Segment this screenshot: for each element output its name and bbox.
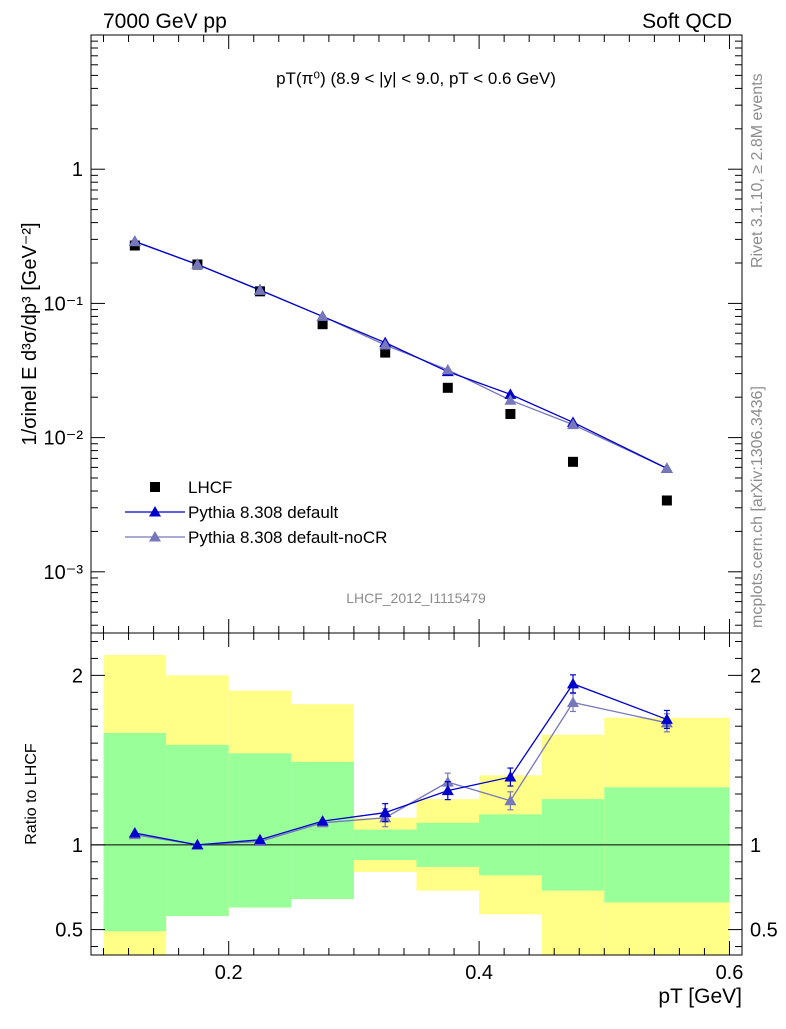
y-tick-label: 10⁻² (44, 428, 84, 450)
data-point-lhcf (442, 382, 453, 393)
ratio-marker-pythia-default (316, 815, 329, 826)
marker-pythia-nocr (316, 310, 329, 321)
ratio-marker-pythia-default (128, 826, 141, 838)
series-line-pythia-default (134, 240, 668, 469)
series-line-pythia-nocr (134, 241, 668, 469)
main-panel: pT(π⁰) (8.9 < |y| < 9.0, pT < 0.6 GeV) 1… (19, 34, 743, 634)
marker-pythia-nocr (504, 394, 517, 405)
legend: LHCF Pythia 8.308 default Pythia 8.308 def… (125, 478, 387, 547)
ratio-marker-pythia-nocr (504, 794, 517, 806)
data-point-lhcf (317, 319, 328, 330)
legend-label: Pythia 8.308 default (188, 503, 339, 522)
data-point-lhcf (567, 456, 578, 467)
marker-pythia-default (504, 388, 517, 399)
ratio-marker-pythia-default (566, 677, 579, 689)
marker-pythia-nocr (441, 363, 454, 375)
ratio-y-tick-label: 1 (72, 835, 83, 857)
data-point-lhcf (661, 495, 672, 506)
uncertainty-band-inner (291, 761, 354, 900)
marker-pythia-nocr (660, 462, 673, 473)
ratio-marker-pythia-nocr (566, 696, 579, 707)
legend-label: LHCF (188, 478, 232, 497)
header-right: Soft QCD (642, 10, 732, 33)
ratio-y-tick-label: 0.5 (55, 920, 83, 942)
ratio-marker-pythia-default (379, 806, 392, 818)
ratio-y-tick-label-right: 1 (750, 835, 761, 857)
x-tick-label: 0.2 (215, 962, 243, 984)
mcplots-label: mcplots.cern.ch [arXiv:1306.3436] (749, 386, 766, 628)
y-tick-label: 10⁻¹ (44, 293, 84, 315)
ratio-marker-pythia-default (441, 784, 454, 796)
legend-label: Pythia 8.308 default-noCR (188, 528, 387, 547)
y-tick-label: 10⁻³ (44, 562, 84, 584)
ratio-y-tick-label: 2 (72, 665, 83, 687)
x-tick-label: 0.6 (716, 962, 744, 984)
ratio-marker-pythia-default (254, 833, 267, 845)
x-tick-label: 0.4 (465, 962, 493, 984)
data-point-lhcf (380, 347, 391, 358)
header-left: 7000 GeV pp (103, 10, 227, 33)
ratio-marker-pythia-default (191, 838, 204, 850)
legend-marker-lhcf (150, 482, 160, 492)
watermark: LHCF_2012_I1115479 (346, 590, 486, 606)
main-title: pT(π⁰) (8.9 < |y| < 9.0, pT < 0.6 GeV) (276, 69, 556, 88)
y-tick-label: 1 (72, 159, 83, 181)
rivet-label: Rivet 3.1.10, ≥ 2.8M events (749, 73, 766, 268)
marker-pythia-nocr (191, 258, 204, 269)
main-ylabel: 1/σinel E d³σ/dp³ [GeV⁻²] (19, 222, 41, 445)
ratio-y-tick-label-right: 2 (750, 665, 761, 687)
marker-pythia-nocr (566, 418, 579, 430)
legend-marker-pythia-default (149, 506, 161, 517)
uncertainty-band-inner (166, 744, 229, 917)
x-axis-label: pT [GeV] (658, 985, 742, 1008)
legend-marker-pythia-nocr (149, 531, 161, 542)
ratio-y-tick-label-right: 0.5 (750, 920, 778, 942)
ratio-ylabel: Ratio to LHCF (23, 743, 40, 845)
marker-pythia-nocr (128, 235, 141, 247)
ratio-panel: Ratio to LHCF pT [GeV] 0.5 0.5 1 1 2 2 0.2 0.4 0… (23, 632, 778, 1008)
ratio-marker-pythia-default (660, 713, 673, 724)
uncertainty-band-inner (228, 753, 292, 908)
data-point-lhcf (505, 408, 516, 419)
marker-pythia-nocr (254, 284, 267, 295)
ratio-marker-pythia-default (504, 771, 517, 782)
marker-pythia-nocr (379, 338, 392, 350)
